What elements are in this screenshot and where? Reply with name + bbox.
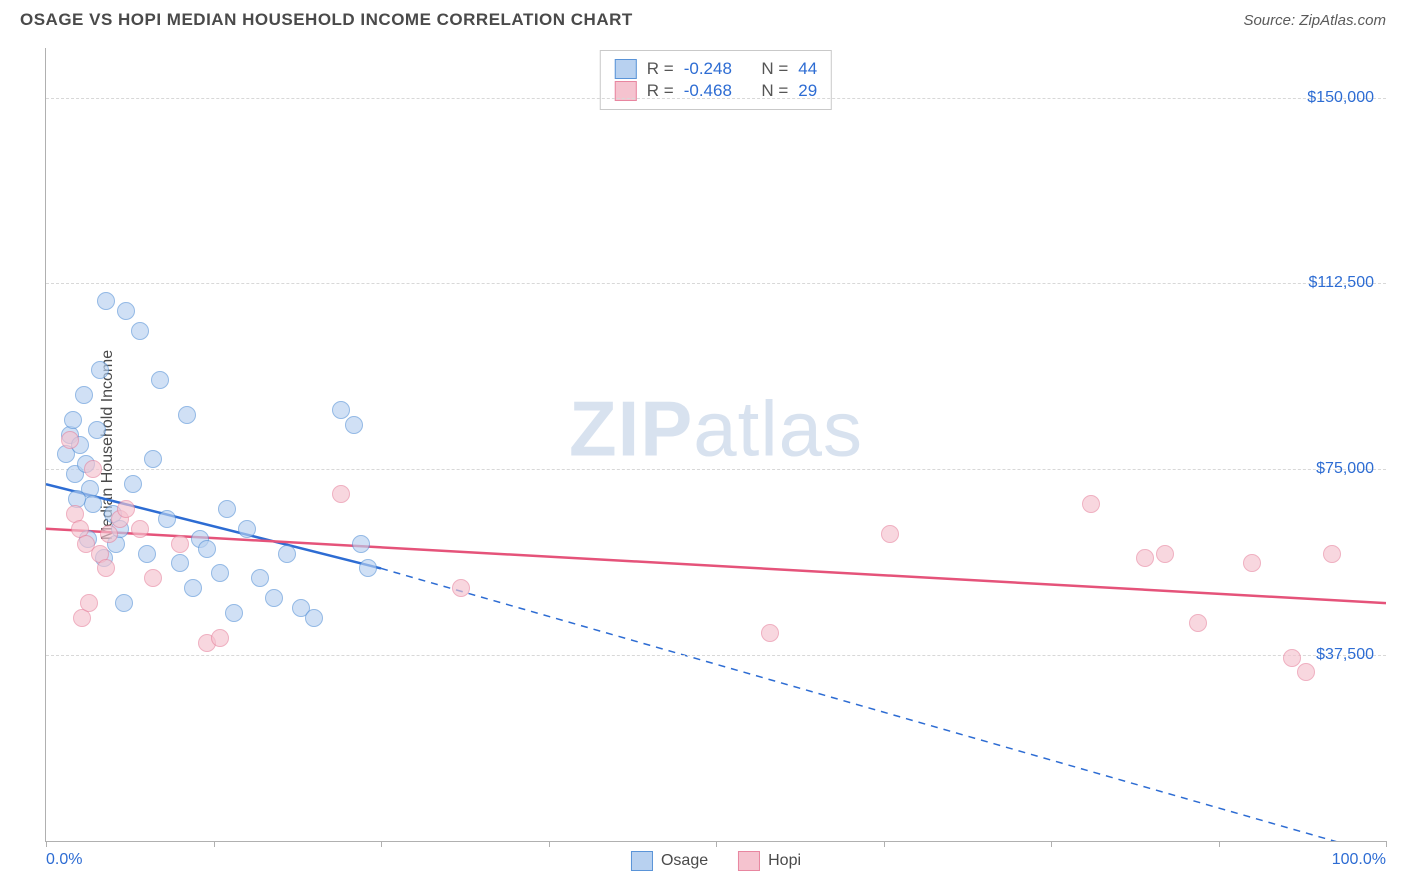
data-point-osage xyxy=(238,520,256,538)
bottom-legend: Osage Hopi xyxy=(631,851,801,871)
plot-area: ZIPatlas R = -0.248 N = 44 R = -0.468 N … xyxy=(45,48,1386,842)
data-point-osage xyxy=(88,421,106,439)
r-value-osage: -0.248 xyxy=(684,59,732,79)
data-point-hopi xyxy=(1082,495,1100,513)
data-point-osage xyxy=(115,594,133,612)
trend-lines-layer xyxy=(46,48,1386,841)
legend-swatch-hopi-icon xyxy=(738,851,760,871)
data-point-hopi xyxy=(332,485,350,503)
data-point-hopi xyxy=(452,579,470,597)
x-axis-max-label: 100.0% xyxy=(1332,851,1386,869)
x-tick xyxy=(1386,841,1387,847)
legend-stats-box: R = -0.248 N = 44 R = -0.468 N = 29 xyxy=(600,50,832,110)
watermark-atlas: atlas xyxy=(693,384,863,472)
y-tick-label: $75,000 xyxy=(1316,460,1374,478)
r-label: R = xyxy=(647,59,674,79)
data-point-osage xyxy=(184,579,202,597)
gridline-h xyxy=(46,98,1386,99)
y-tick-label: $150,000 xyxy=(1307,89,1374,107)
gridline-h xyxy=(46,469,1386,470)
data-point-osage xyxy=(117,302,135,320)
legend-label-osage: Osage xyxy=(661,852,708,870)
data-point-osage xyxy=(218,500,236,518)
x-axis-min-label: 0.0% xyxy=(46,851,82,869)
data-point-osage xyxy=(265,589,283,607)
data-point-osage xyxy=(345,416,363,434)
data-point-osage xyxy=(158,510,176,528)
data-point-hopi xyxy=(117,500,135,518)
legend-label-hopi: Hopi xyxy=(768,852,801,870)
data-point-osage xyxy=(198,540,216,558)
chart-title: OSAGE VS HOPI MEDIAN HOUSEHOLD INCOME CO… xyxy=(20,10,633,30)
data-point-hopi xyxy=(131,520,149,538)
data-point-hopi xyxy=(211,629,229,647)
data-point-osage xyxy=(84,495,102,513)
data-point-hopi xyxy=(84,460,102,478)
x-tick xyxy=(884,841,885,847)
data-point-hopi xyxy=(761,624,779,642)
n-label: N = xyxy=(761,59,788,79)
data-point-hopi xyxy=(100,525,118,543)
y-tick-label: $37,500 xyxy=(1316,646,1374,664)
data-point-hopi xyxy=(1243,554,1261,572)
legend-swatch-osage xyxy=(615,59,637,79)
x-tick xyxy=(214,841,215,847)
n-value-osage: 44 xyxy=(798,59,817,79)
data-point-osage xyxy=(171,554,189,572)
source-attribution: Source: ZipAtlas.com xyxy=(1243,12,1386,29)
data-point-osage xyxy=(251,569,269,587)
data-point-hopi xyxy=(61,431,79,449)
data-point-hopi xyxy=(1136,549,1154,567)
watermark-zip: ZIP xyxy=(569,384,693,472)
x-tick xyxy=(46,841,47,847)
legend-swatch-osage-icon xyxy=(631,851,653,871)
gridline-h xyxy=(46,655,1386,656)
data-point-hopi xyxy=(1297,663,1315,681)
data-point-osage xyxy=(278,545,296,563)
legend-item-hopi: Hopi xyxy=(738,851,801,871)
data-point-hopi xyxy=(171,535,189,553)
data-point-hopi xyxy=(1323,545,1341,563)
data-point-osage xyxy=(332,401,350,419)
data-point-osage xyxy=(64,411,82,429)
gridline-h xyxy=(46,283,1386,284)
data-point-osage xyxy=(144,450,162,468)
data-point-osage xyxy=(97,292,115,310)
data-point-osage xyxy=(225,604,243,622)
x-tick xyxy=(1219,841,1220,847)
data-point-osage xyxy=(305,609,323,627)
data-point-osage xyxy=(151,371,169,389)
data-point-osage xyxy=(352,535,370,553)
data-point-osage xyxy=(359,559,377,577)
x-tick xyxy=(716,841,717,847)
x-tick xyxy=(381,841,382,847)
data-point-hopi xyxy=(1189,614,1207,632)
data-point-osage xyxy=(131,322,149,340)
data-point-osage xyxy=(124,475,142,493)
data-point-hopi xyxy=(144,569,162,587)
legend-stats-row-osage: R = -0.248 N = 44 xyxy=(615,59,817,79)
watermark: ZIPatlas xyxy=(569,383,863,474)
chart-container: Median Household Income ZIPatlas R = -0.… xyxy=(45,48,1386,842)
legend-item-osage: Osage xyxy=(631,851,708,871)
data-point-osage xyxy=(75,386,93,404)
data-point-hopi xyxy=(97,559,115,577)
data-point-hopi xyxy=(881,525,899,543)
x-tick xyxy=(1051,841,1052,847)
data-point-hopi xyxy=(1156,545,1174,563)
data-point-osage xyxy=(211,564,229,582)
data-point-osage xyxy=(91,361,109,379)
data-point-hopi xyxy=(1283,649,1301,667)
data-point-osage xyxy=(178,406,196,424)
data-point-osage xyxy=(138,545,156,563)
y-tick-label: $112,500 xyxy=(1308,274,1374,292)
x-tick xyxy=(549,841,550,847)
data-point-hopi xyxy=(80,594,98,612)
